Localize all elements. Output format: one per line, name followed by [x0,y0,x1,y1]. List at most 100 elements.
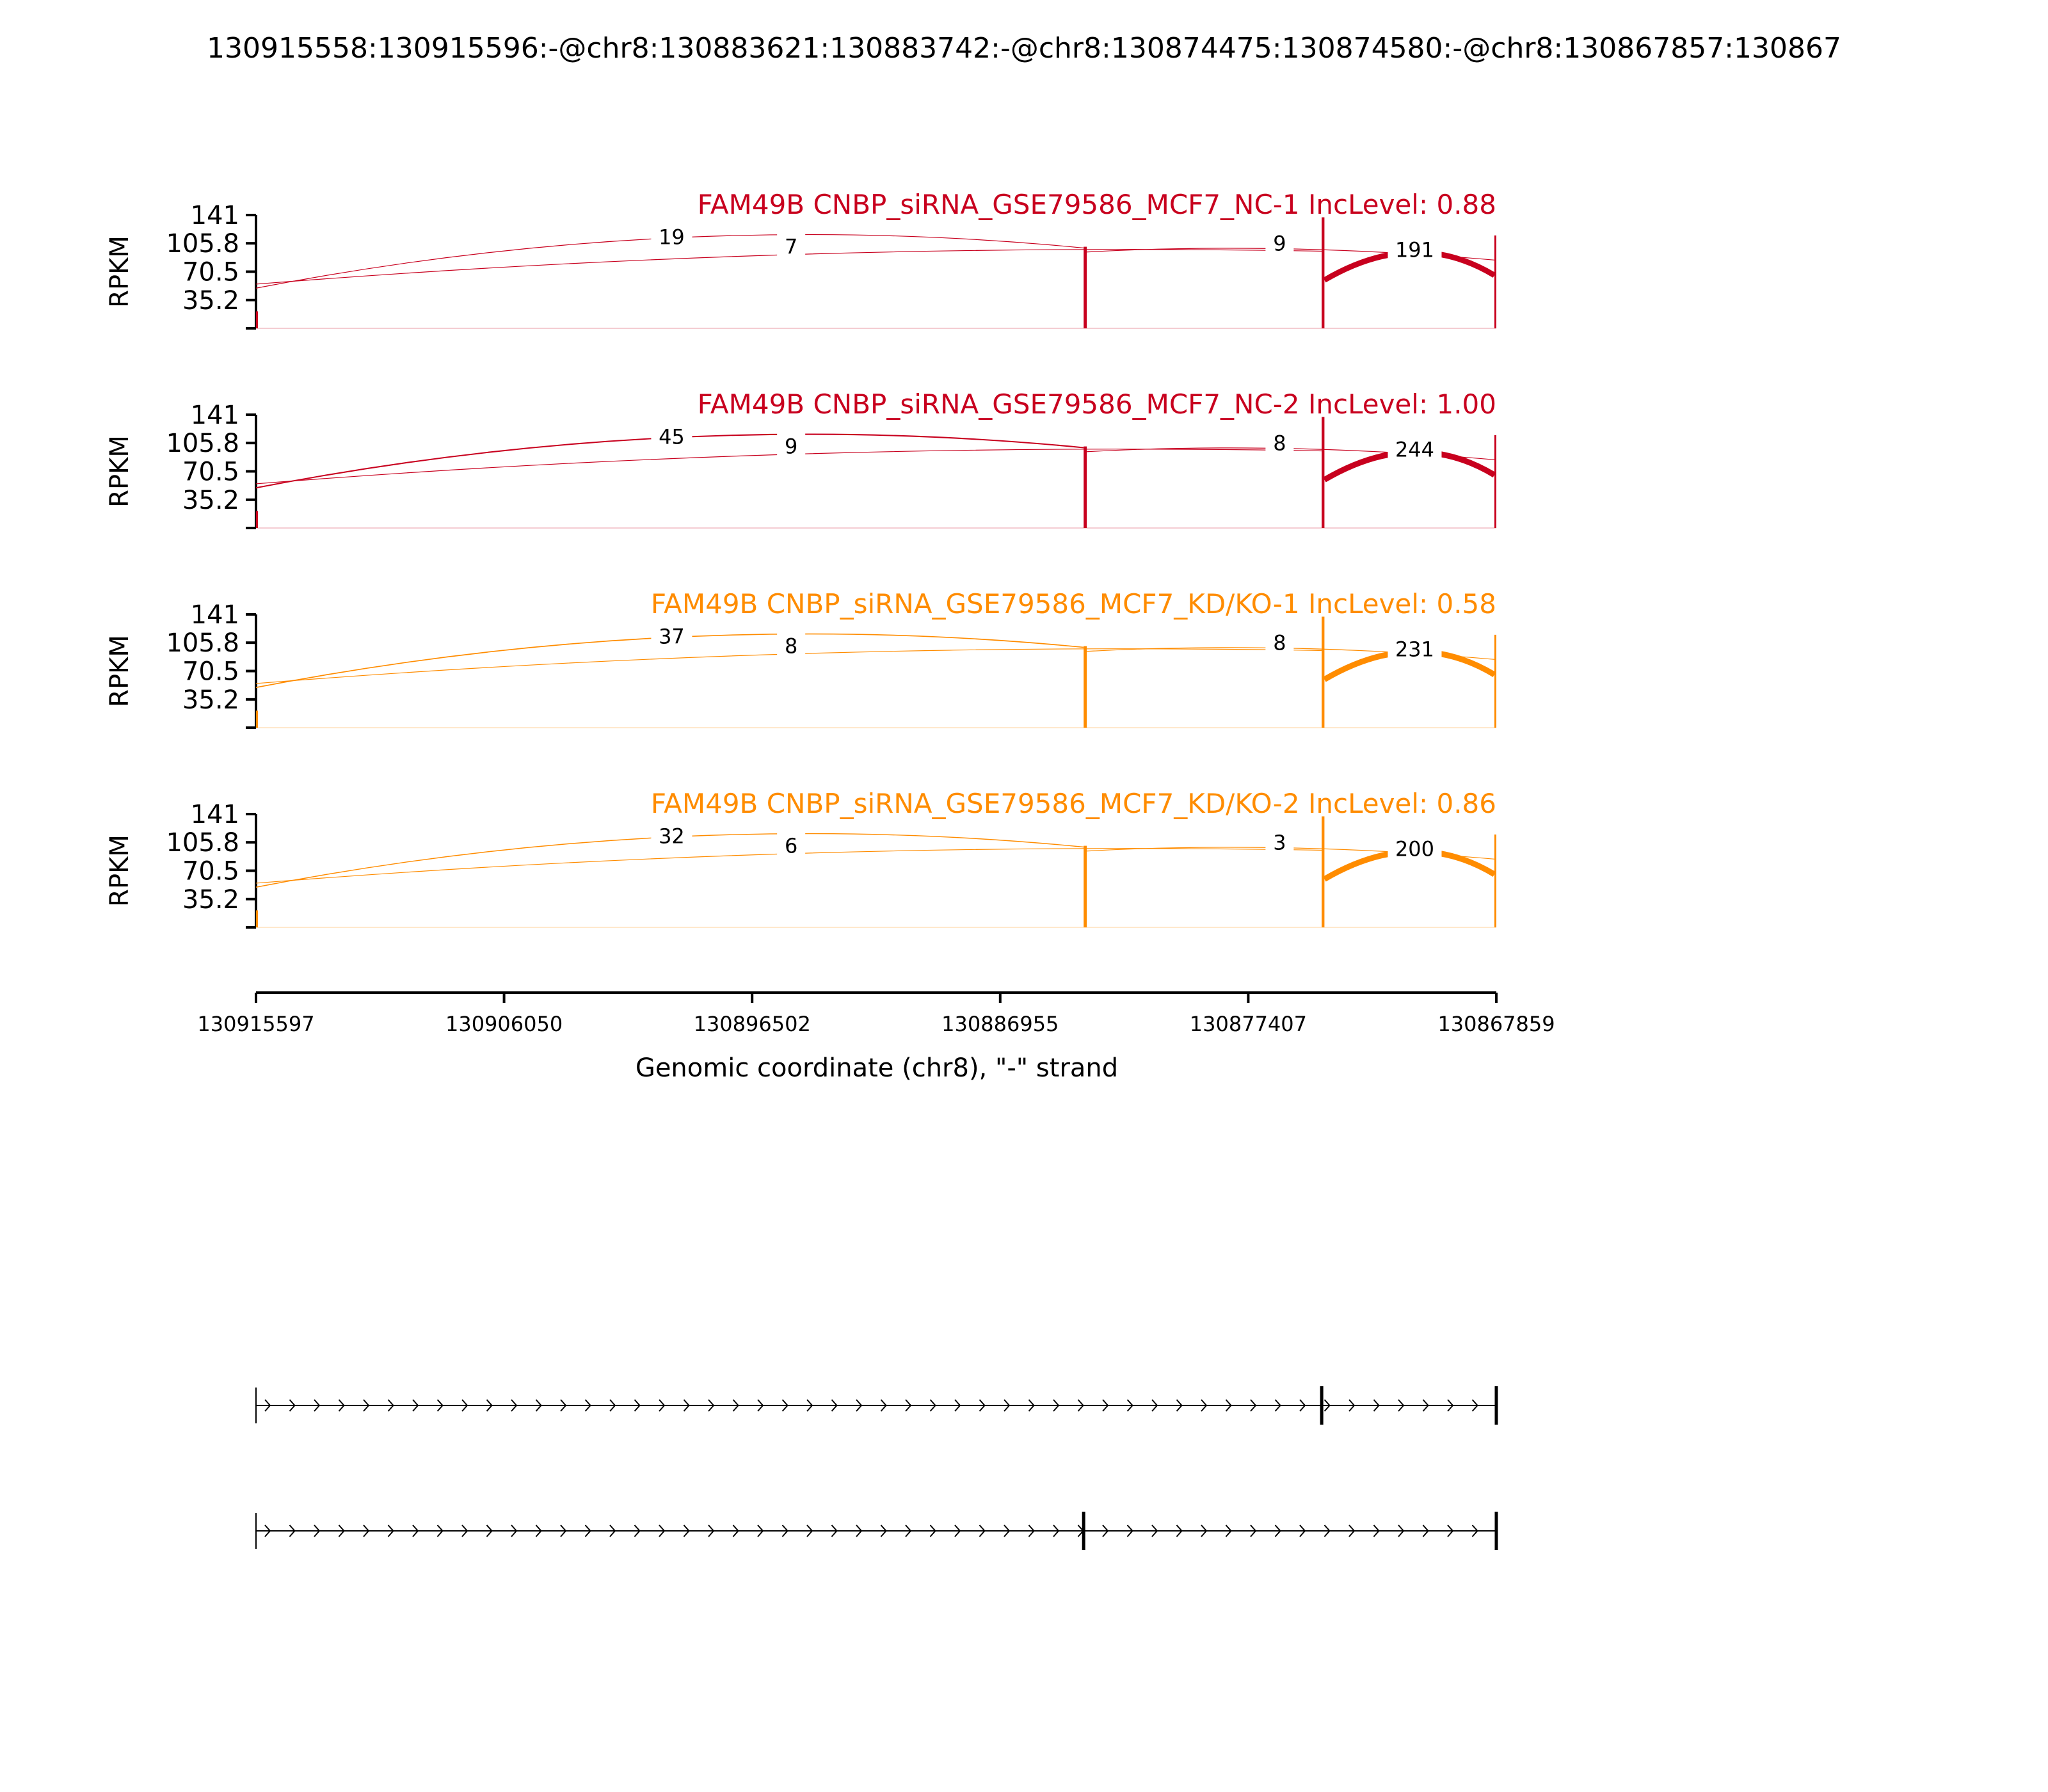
x-tick-label: 130915597 [197,1012,314,1036]
transcript-tracks [255,1386,1498,1550]
junction-label-bg [1388,636,1442,661]
strand-arrow [289,1524,296,1537]
y-axis-label: RPKM [105,236,134,308]
strand-arrow [979,1399,986,1412]
exon-coverage [1084,845,1087,927]
junction-count-label: 32 [659,824,685,848]
strand-arrow [659,1399,666,1412]
junction-label-bg [651,224,692,249]
strand-arrow [708,1524,715,1537]
strand-arrow [1447,1399,1454,1412]
y-tick-label: 105.8 [166,229,239,259]
strand-arrow [584,1399,591,1412]
exon-coverage [1494,235,1496,328]
strand-arrow [1176,1399,1183,1412]
strand-arrow [412,1524,419,1537]
strand-arrow [1004,1399,1011,1412]
strand-arrow [1422,1524,1429,1537]
strand-arrow [1225,1399,1232,1412]
x-axis-label: Genomic coordinate (chr8), "-" strand [636,1053,1118,1083]
y-tick-label: 141 [191,800,239,829]
strand-arrow [387,1399,394,1412]
strand-arrow [1053,1399,1060,1412]
strand-arrow [979,1524,986,1537]
strand-arrow [1126,1524,1133,1537]
strand-arrow [560,1399,567,1412]
panel-title: FAM49B CNBP_siRNA_GSE79586_MCF7_KD/KO-2 … [651,788,1496,819]
strand-arrow [1471,1399,1478,1412]
exon-coverage [256,710,258,728]
junction-count-label: 9 [785,434,797,458]
strand-arrow [314,1399,321,1412]
y-axis-label: RPKM [105,635,134,707]
strand-arrow [954,1524,961,1537]
strand-arrow [929,1524,936,1537]
strand-arrow [609,1399,616,1412]
y-tick-label: 70.5 [182,258,239,287]
junction-label-bg [1265,630,1294,655]
strand-arrow [831,1524,838,1537]
strand-arrow [1201,1399,1208,1412]
strand-arrow [1324,1524,1331,1537]
y-tick-label: 35.2 [182,885,239,915]
junction-label-bg [1388,237,1442,262]
x-axis: 130915597 130906050 130896502 130886955 1308… [197,991,1555,1036]
strand-arrow [264,1524,271,1537]
junction-count-label: 6 [785,833,797,858]
junction-label-bg [1388,836,1442,861]
strand-arrow [954,1399,961,1412]
exon-coverage [1084,646,1087,728]
y-tick-label: 35.2 [182,685,239,715]
y-tick-label: 141 [191,401,239,430]
panel-title: FAM49B CNBP_siRNA_GSE79586_MCF7_NC-1 Inc… [698,189,1496,220]
strand-arrow [436,1399,444,1412]
strand-arrow [338,1524,345,1537]
x-tick-label: 130867859 [1437,1012,1555,1036]
exon-coverage [1322,217,1325,328]
strand-arrow [1274,1399,1281,1412]
x-tick-label: 130896502 [694,1012,811,1036]
y-tick-label: 105.8 [166,429,239,458]
y-axis-label: RPKM [105,835,134,907]
strand-arrow [486,1399,493,1412]
strand-arrow [264,1399,271,1412]
exon-coverage [256,511,258,528]
exon-coverage [256,311,258,328]
x-tick-label: 130886955 [941,1012,1059,1036]
strand-arrow [338,1399,345,1412]
strand-arrow [1398,1524,1405,1537]
strand-arrow [412,1399,419,1412]
strand-arrow [757,1524,764,1537]
strand-arrow [781,1524,788,1537]
junction-count-label: 37 [659,624,685,648]
y-tick-label: 70.5 [182,857,239,886]
junction-count-label: 200 [1395,836,1434,861]
junction-label-bg [777,633,806,658]
strand-arrow [511,1399,518,1412]
strand-arrow [1471,1524,1478,1537]
y-axis-label: RPKM [105,435,134,508]
figure-title: 130915558:130915596:-@chr8:130883621:130… [207,32,1841,65]
exon-coverage [256,910,258,927]
strand-arrow [806,1524,813,1537]
junction-label-bg [651,823,692,848]
exon-coverage [1322,417,1325,528]
y-tick-label: 35.2 [182,286,239,316]
strand-arrow [1201,1524,1208,1537]
junction-label-bg [777,833,806,858]
junction-label-bg [651,424,692,449]
strand-arrow [1126,1399,1133,1412]
strand-arrow [831,1399,838,1412]
x-tick-label: 130877407 [1190,1012,1307,1036]
junction-count-label: 7 [785,234,797,259]
strand-arrow [535,1399,542,1412]
junction-label-bg [777,433,806,458]
exon-coverage [1084,446,1087,528]
junction-label-bg [1265,430,1294,455]
strand-arrow [461,1399,468,1412]
y-tick-label: 70.5 [182,657,239,687]
